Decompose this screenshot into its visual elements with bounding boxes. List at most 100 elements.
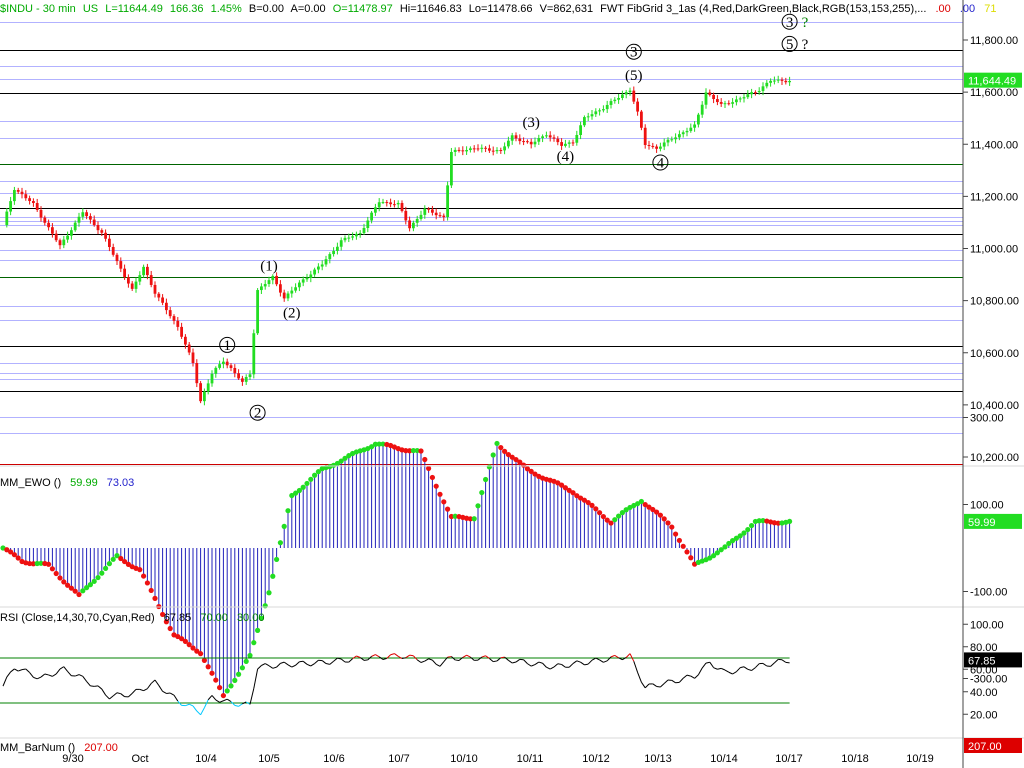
wave-label: (4) [557, 149, 575, 165]
candle-body [92, 219, 96, 226]
rsi-segment [470, 656, 475, 661]
header-low: Lo=11478.66 [469, 3, 533, 15]
candle-body [381, 202, 385, 204]
candle-body [590, 114, 594, 117]
candle-body [564, 143, 567, 146]
candle-body [313, 269, 316, 275]
ewo-dot [448, 513, 454, 520]
ewo-dot [494, 440, 500, 447]
ewo-dot [657, 512, 664, 518]
ewo-dot [509, 454, 515, 460]
rsi-segment [86, 681, 91, 687]
ewo-dot [220, 692, 226, 699]
ewo-dot [281, 523, 287, 529]
ewo-dot [707, 555, 713, 561]
rsi-segment [466, 654, 471, 658]
candle-body [111, 247, 115, 255]
rsi-segment [576, 660, 581, 663]
candle-body [237, 373, 240, 379]
rsi-segment [732, 671, 737, 675]
ewo-dot [733, 535, 740, 541]
ewo-dot [91, 578, 97, 584]
candle-body [260, 286, 263, 291]
rsi-value: 67.85 [164, 612, 192, 624]
ewo-dot [209, 670, 215, 676]
rsi-segment [192, 705, 198, 712]
ewo-dot [152, 595, 158, 601]
candle-body [374, 207, 377, 213]
ewo-dot [380, 441, 386, 447]
rsi-segment [531, 664, 536, 667]
candle-body [472, 148, 476, 150]
candle-body [434, 212, 438, 216]
rsi-segment [546, 666, 551, 670]
candle-body [678, 134, 681, 138]
rsi-segment [139, 688, 144, 692]
ewo-dot [441, 499, 447, 505]
header-bid: B=0.00 [249, 3, 284, 15]
rsi-pane[interactable]: RSI (Close,14,30,70,Cyan,Red) 67.85 70.0… [0, 612, 790, 716]
rsi-last-badge-label: 67.85 [968, 655, 996, 667]
rsi-segment [169, 692, 175, 696]
candle-body [765, 82, 769, 87]
ewo-dot [650, 506, 656, 513]
rsi-segment [580, 661, 585, 666]
rsi-segment [55, 668, 61, 675]
candle-body [385, 202, 389, 204]
rsi-segment [679, 677, 684, 683]
candle-body [324, 259, 328, 265]
candle-body [636, 101, 639, 112]
rsi-segment [272, 666, 277, 669]
rsi-segment [397, 655, 403, 659]
candle-body [773, 80, 776, 82]
candle-body [700, 104, 704, 115]
rsi-segment [599, 659, 604, 663]
rsi-segment [394, 653, 399, 657]
candle-body [184, 336, 187, 345]
candle-body [24, 194, 28, 199]
candle-body [210, 373, 214, 384]
rsi-last-badge [964, 652, 1022, 668]
ewo-dot [179, 636, 185, 642]
rsi-segment [200, 707, 205, 716]
candle-body [480, 147, 484, 149]
ewo-dot [638, 498, 645, 505]
ewo-dot [342, 455, 348, 461]
rsi-segment [348, 658, 353, 663]
rsi-segment [755, 663, 760, 668]
ewo-dot [122, 558, 128, 565]
rsi-segment [378, 656, 384, 660]
rsi-segment [337, 657, 342, 660]
price-pane[interactable]: (1) (2) (3) (4) (5) 3 4 1 2 3 ? 5? [0, 13, 963, 465]
rsi-segment [367, 655, 372, 661]
ewo-dot [99, 570, 105, 576]
ewo-tick-label: -100.00 [970, 587, 1007, 599]
ewo-dot [559, 482, 565, 488]
x-axis-label: 10/7 [388, 753, 409, 765]
ewo-dot [669, 524, 675, 530]
candle-body [450, 151, 453, 186]
rsi-segment [542, 662, 547, 668]
price-tick-label: 10,200.00 [970, 452, 1019, 464]
rsi-segment [242, 701, 247, 705]
rsi-segment [105, 694, 110, 700]
candle-body [248, 374, 252, 377]
rsi-segment [697, 667, 703, 676]
ewo-dot [338, 458, 344, 464]
candle-body [716, 99, 719, 103]
ewo-dot [775, 520, 781, 526]
candle-body [161, 297, 164, 303]
candle-body [138, 275, 142, 282]
candle-body [191, 352, 195, 364]
ewo-dot [315, 469, 321, 475]
candle-body [214, 367, 218, 374]
rsi-segment [131, 688, 137, 694]
ewo-dot [27, 560, 33, 567]
candle-body [556, 138, 560, 143]
ewo-pane[interactable]: MM_EWO () 59.99 73.03 [0, 440, 793, 699]
candle-body [396, 202, 400, 205]
price-tick-label: 11,800.00 [970, 35, 1018, 47]
ewo-dot [475, 503, 481, 509]
ewo-dot [787, 518, 793, 525]
